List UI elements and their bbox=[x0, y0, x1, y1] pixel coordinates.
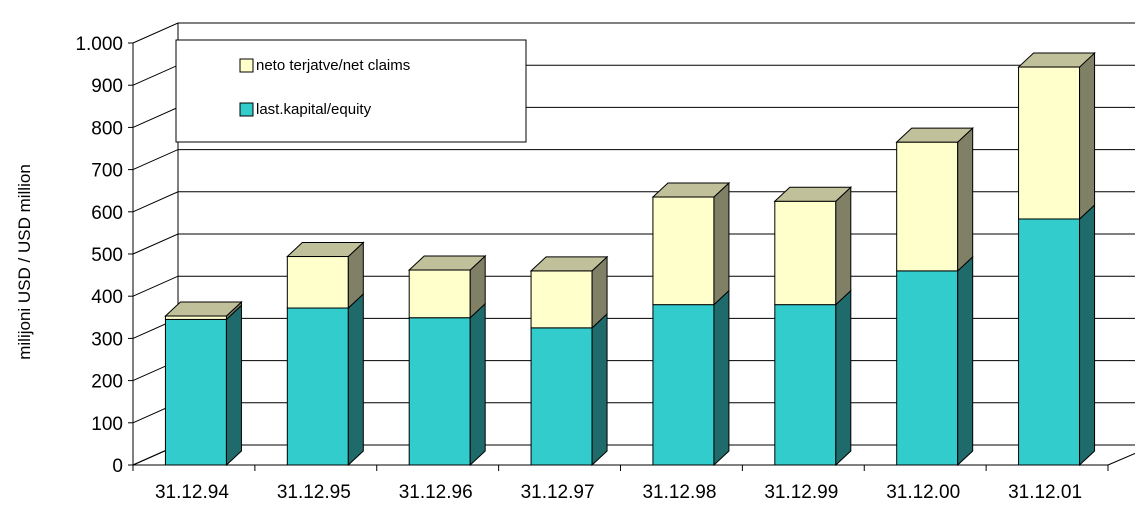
bar-top bbox=[651, 182, 731, 198]
gridline bbox=[132, 360, 1135, 382]
gridline bbox=[132, 191, 1135, 213]
gridline bbox=[132, 402, 1135, 424]
bar-top bbox=[529, 256, 609, 272]
y-tick-label: 400 bbox=[91, 287, 123, 308]
x-tick-label: 31.12.98 bbox=[642, 482, 716, 503]
bar-net-claims-front bbox=[164, 315, 227, 320]
legend-label-equity: last.kapital/equity bbox=[256, 101, 372, 118]
bar-equity-front bbox=[774, 304, 837, 466]
bar-equity-side bbox=[469, 302, 486, 467]
bar-top bbox=[895, 127, 974, 143]
y-tick-label: 1.000 bbox=[75, 34, 123, 55]
legend-swatch-equity bbox=[239, 102, 254, 117]
bar-equity-side bbox=[347, 292, 364, 467]
bar-net-claims-front bbox=[408, 269, 471, 319]
floor-right-edge bbox=[1107, 452, 1135, 466]
gridline bbox=[132, 233, 1135, 255]
bar-net-claims-front bbox=[530, 270, 593, 329]
bar-equity-front bbox=[408, 317, 471, 466]
bar-top bbox=[164, 301, 243, 317]
bars bbox=[164, 51, 1096, 467]
bar-net-claims-side bbox=[713, 181, 730, 306]
y-tick-label: 300 bbox=[91, 329, 123, 350]
bar-net-claims-side bbox=[957, 127, 974, 273]
gridline bbox=[132, 275, 1135, 297]
bar-top bbox=[773, 186, 853, 202]
gridline bbox=[132, 444, 1135, 466]
y-tick-label: 600 bbox=[91, 203, 123, 224]
legend: neto terjatve/net claims last.kapital/eq… bbox=[175, 39, 527, 143]
bar-net-claims-front bbox=[1018, 66, 1081, 220]
legend-label-net-claims: neto terjatve/net claims bbox=[256, 57, 410, 74]
bar-equity-front bbox=[1018, 218, 1081, 466]
bar-equity-front bbox=[286, 307, 349, 466]
bar-equity-side bbox=[835, 289, 852, 467]
y-tick-label: 100 bbox=[91, 414, 123, 435]
x-tick-label: 31.12.94 bbox=[155, 482, 229, 503]
y-tick-label: 900 bbox=[91, 76, 123, 97]
bar-equity-side bbox=[591, 312, 608, 467]
x-tick-label: 31.12.97 bbox=[521, 482, 595, 503]
bar-equity-side bbox=[957, 255, 974, 467]
x-tick-label: 31.12.99 bbox=[764, 482, 838, 503]
x-tick-label: 31.12.95 bbox=[277, 482, 351, 503]
gridline bbox=[132, 149, 1135, 171]
bar-net-claims-front bbox=[286, 256, 349, 309]
axes: 0 100 200 300 400 500 600 700 800 900 1.000 31.12.9… bbox=[75, 34, 1135, 503]
y-tick-label: 500 bbox=[91, 245, 123, 266]
bar-equity-side bbox=[713, 289, 730, 467]
bar-net-claims-front bbox=[896, 141, 959, 272]
legend-box bbox=[175, 39, 527, 143]
bar-net-claims-front bbox=[774, 200, 837, 306]
y-tick-label: 0 bbox=[112, 456, 123, 477]
bar-equity-front bbox=[164, 318, 227, 466]
bar-net-claims-side bbox=[835, 186, 852, 306]
x-tick-label: 31.12.01 bbox=[1008, 482, 1082, 503]
bar-equity-front bbox=[652, 304, 715, 466]
bar-equity-front bbox=[530, 327, 593, 466]
gridline bbox=[132, 22, 1135, 44]
x-tick-label: 31.12.96 bbox=[399, 482, 473, 503]
bar-top bbox=[407, 255, 487, 271]
y-tick-label: 700 bbox=[91, 161, 123, 182]
legend-swatch-net-claims bbox=[239, 58, 254, 73]
bar-top bbox=[1017, 52, 1096, 68]
gridline bbox=[132, 317, 1135, 339]
bar-top bbox=[286, 242, 365, 258]
bar-equity-front bbox=[896, 270, 959, 466]
x-tick-label: 31.12.00 bbox=[886, 482, 960, 503]
y-axis-label: milijoni USD / USD million bbox=[15, 164, 34, 360]
bar-net-claims-front bbox=[652, 196, 715, 306]
bar-equity-side bbox=[225, 304, 242, 467]
bar-equity-side bbox=[1079, 203, 1096, 467]
y-tick-label: 800 bbox=[91, 118, 123, 139]
bar-net-claims-side bbox=[1079, 51, 1096, 221]
y-tick-label: 200 bbox=[91, 372, 123, 393]
